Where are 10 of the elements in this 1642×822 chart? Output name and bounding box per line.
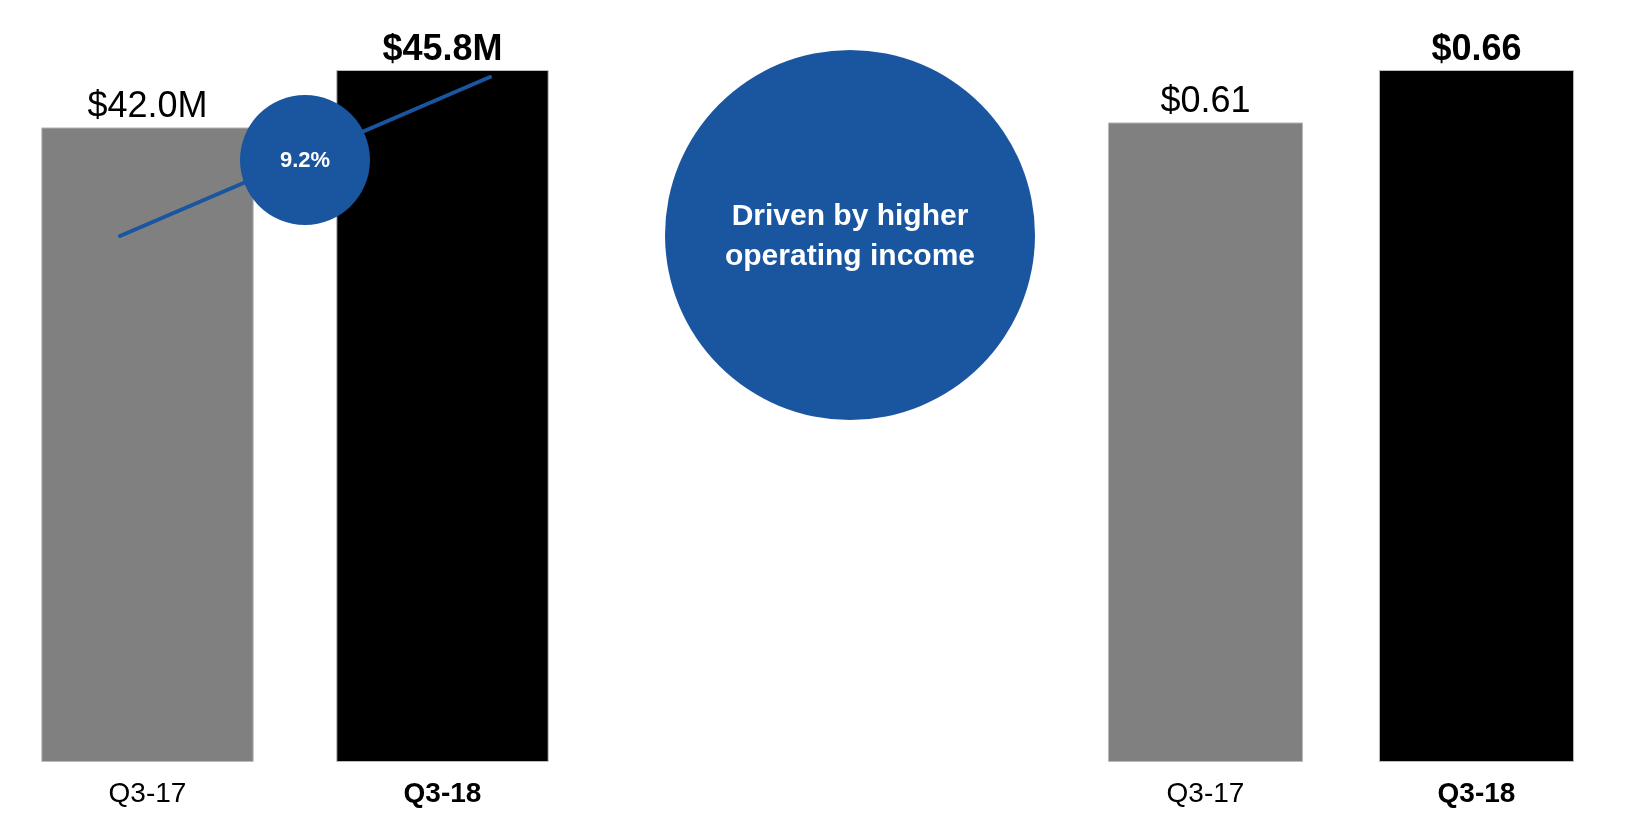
x-tick-label: Q3-17 <box>108 776 187 808</box>
x-tick-label: Q3-18 <box>403 776 482 808</box>
x-tick-label: Q3-18 <box>1437 776 1516 808</box>
data-label: $45.8M <box>382 26 503 68</box>
annotation: 9.2% <box>279 146 331 175</box>
data-label: $42.0M <box>87 83 208 125</box>
x-tick-label: Q3-17 <box>1166 776 1245 808</box>
data-label: $0.66 <box>1431 26 1522 68</box>
data-label: $0.61 <box>1160 78 1251 120</box>
circle-callout: Driven by higher operating income <box>665 50 1035 420</box>
